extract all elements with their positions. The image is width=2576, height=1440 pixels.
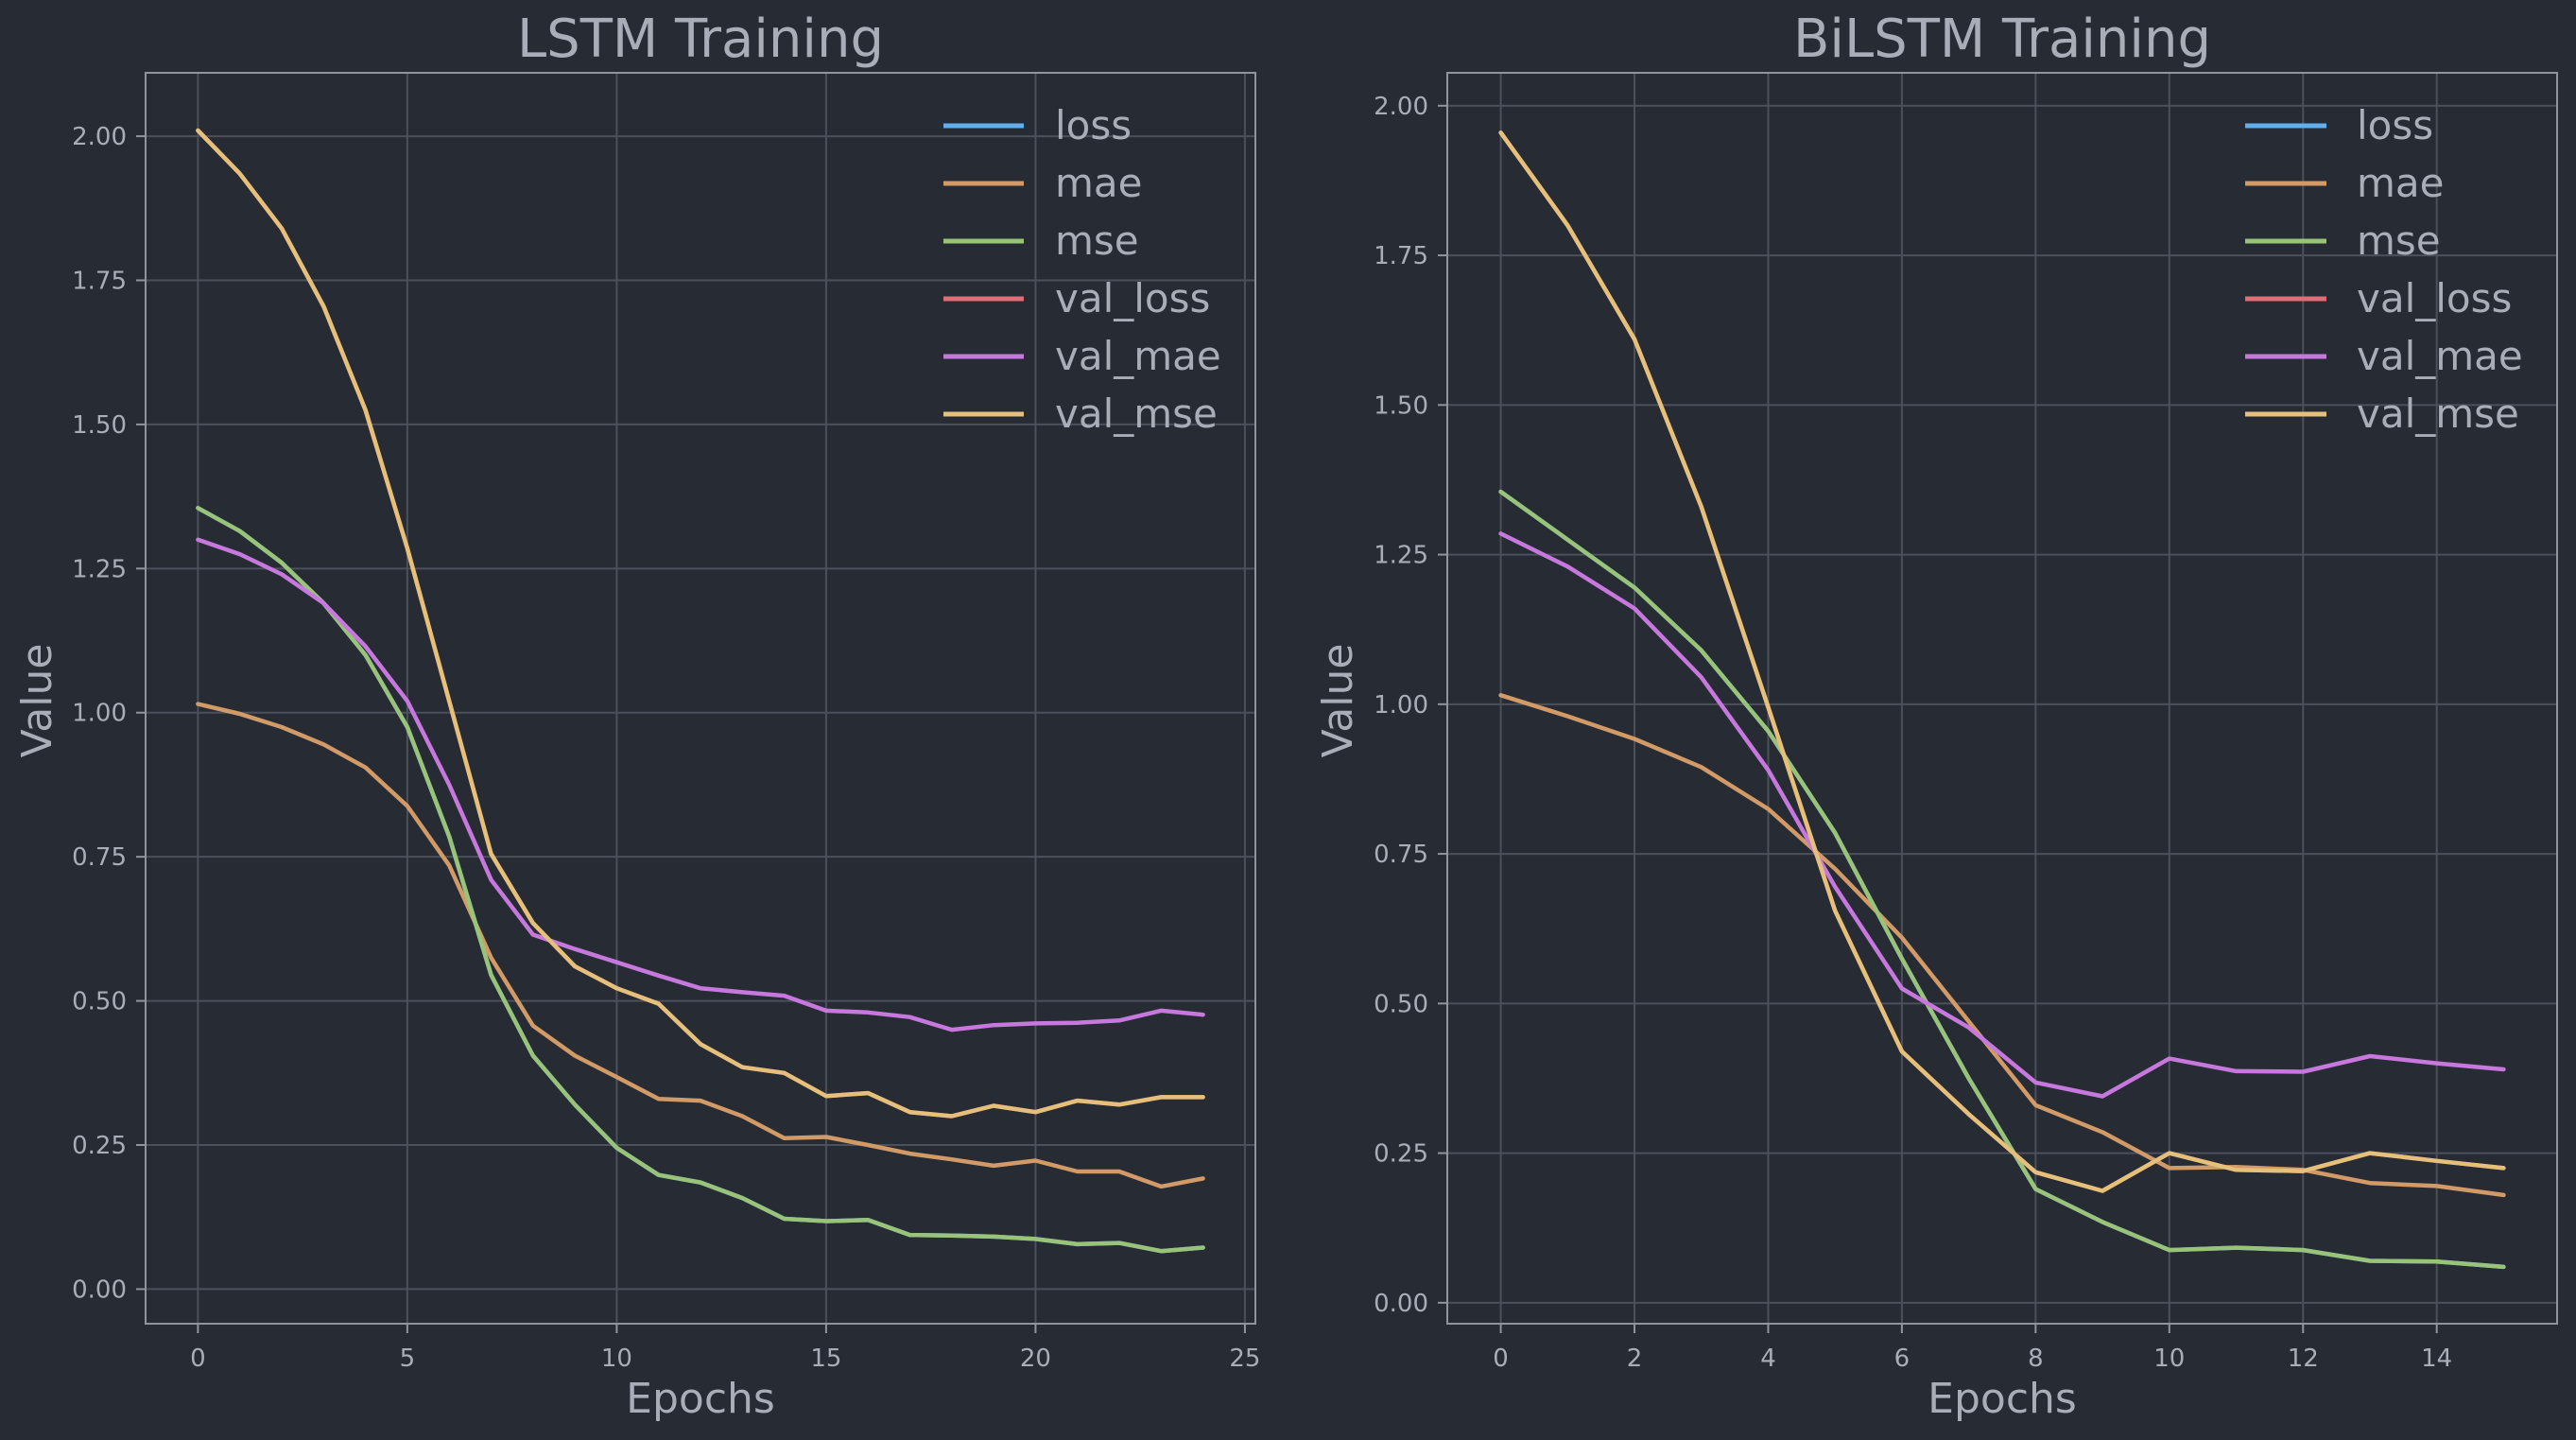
y-tick-label: 0.25 <box>72 1132 127 1160</box>
x-tick-label: 20 <box>1020 1345 1051 1373</box>
grid <box>1447 73 2557 1324</box>
legend-label: val_mae <box>1055 333 1221 379</box>
series-line-mse <box>196 506 1205 1254</box>
x-axis-label: Epochs <box>626 1375 775 1423</box>
bilstm-training-panel: BiLSTM Training Epochs Value 0 2 4 6 8 10 12 14… <box>1314 9 2558 1423</box>
y-tick-label: 0.75 <box>72 843 127 872</box>
x-tick-label: 0 <box>1493 1345 1509 1373</box>
y-tick-label: 0.75 <box>1374 841 1428 869</box>
legend-item: val_mse <box>2245 390 2519 437</box>
series-lines <box>1498 130 2506 1270</box>
y-tick-label: 0.50 <box>1374 990 1428 1018</box>
y-tick-label: 1.50 <box>1374 391 1428 420</box>
chart-title: BiLSTM Training <box>1793 9 2211 70</box>
y-tick-label: 1.75 <box>72 267 127 295</box>
legend-item: mse <box>2245 217 2441 264</box>
series-line-val-loss <box>196 128 1205 1119</box>
legend-label: val_loss <box>1055 275 1210 321</box>
y-tick-label: 1.25 <box>72 555 127 583</box>
y-tick-label: 1.00 <box>1374 691 1428 720</box>
legend-label: val_mse <box>1055 390 1218 437</box>
series-line-val-mse <box>196 128 1205 1119</box>
y-tick-label: 0.00 <box>72 1275 127 1304</box>
legend-item: mse <box>943 217 1139 264</box>
legend-label: val_mae <box>2357 333 2523 379</box>
x-tick-label: 25 <box>1229 1345 1260 1373</box>
y-tick-label: 1.75 <box>1374 242 1428 270</box>
series-line-mse <box>1498 489 2506 1270</box>
legend-item: val_loss <box>2245 275 2512 321</box>
series-line-loss <box>1498 489 2506 1270</box>
x-tick-label: 8 <box>2028 1345 2044 1373</box>
legend: loss mae mse val_loss val_mae val_mse <box>2245 102 2523 437</box>
legend-item: val_mae <box>943 333 1221 379</box>
legend-label: val_mse <box>2357 390 2519 437</box>
x-tick-label: 14 <box>2421 1345 2452 1373</box>
y-tick-label: 2.00 <box>1374 93 1428 121</box>
x-tick-label: 10 <box>601 1345 632 1373</box>
legend-item: loss <box>2245 102 2433 148</box>
series-line-val-mae <box>1498 531 2506 1099</box>
x-tick-label: 2 <box>1627 1345 1643 1373</box>
legend-item: mae <box>943 160 1143 206</box>
plot-frame <box>1446 72 2558 1325</box>
x-tick-label: 10 <box>2153 1345 2185 1373</box>
legend-label: val_loss <box>2357 275 2512 321</box>
series-line-val-mae <box>196 537 1205 1032</box>
legend-label: mae <box>1055 160 1143 206</box>
series-line-val-mse <box>1498 130 2506 1193</box>
legend: loss mae mse val_loss val_mae val_mse <box>943 102 1221 437</box>
legend-label: mae <box>2357 160 2445 206</box>
series-lines <box>196 128 1205 1254</box>
y-tick-label: 0.25 <box>1374 1140 1428 1169</box>
legend-item: val_mse <box>943 390 1218 437</box>
legend-item: val_mae <box>2245 333 2523 379</box>
legend-item: loss <box>943 102 1132 148</box>
x-tick-label: 0 <box>190 1345 206 1373</box>
series-line-loss <box>196 506 1205 1254</box>
legend-label: mse <box>1055 217 1139 264</box>
axis-ticks: 0 2 4 6 8 10 12 14 0.00 0.25 0.50 0.75 1.00 1.25 1.50 1… <box>1374 93 2452 1373</box>
x-tick-label: 5 <box>400 1345 416 1373</box>
lstm-training-panel: LSTM Training Epochs Value 0 5 10 15 20 25 0.0… <box>13 9 1260 1423</box>
series-line-mae <box>1498 693 2506 1198</box>
y-tick-label: 2.00 <box>72 123 127 151</box>
legend-item: val_loss <box>943 275 1210 321</box>
y-tick-label: 1.50 <box>72 411 127 440</box>
plot-frame <box>145 72 1256 1325</box>
series-line-val-loss <box>1498 130 2506 1193</box>
series-line-mae <box>196 702 1205 1189</box>
x-tick-label: 12 <box>2288 1345 2319 1373</box>
y-tick-label: 1.00 <box>72 700 127 728</box>
axis-ticks: 0 5 10 15 20 25 0.00 0.25 0.50 0.75 1.00 1.25 1.50 1.… <box>72 123 1260 1373</box>
y-tick-label: 1.25 <box>1374 542 1428 570</box>
legend-item: mae <box>2245 160 2445 206</box>
x-axis-label: Epochs <box>1928 1375 2077 1423</box>
x-tick-label: 6 <box>1894 1345 1910 1373</box>
chart-title: LSTM Training <box>517 9 884 70</box>
x-tick-label: 4 <box>1760 1345 1776 1373</box>
legend-label: loss <box>1055 102 1132 148</box>
legend-label: loss <box>2357 102 2433 148</box>
grid <box>146 73 1255 1324</box>
legend-label: mse <box>2357 217 2441 264</box>
y-tick-label: 0.00 <box>1374 1290 1428 1318</box>
y-tick-label: 0.50 <box>72 988 127 1016</box>
x-tick-label: 15 <box>810 1345 841 1373</box>
y-axis-label: Value <box>13 644 61 758</box>
y-axis-label: Value <box>1314 644 1362 758</box>
